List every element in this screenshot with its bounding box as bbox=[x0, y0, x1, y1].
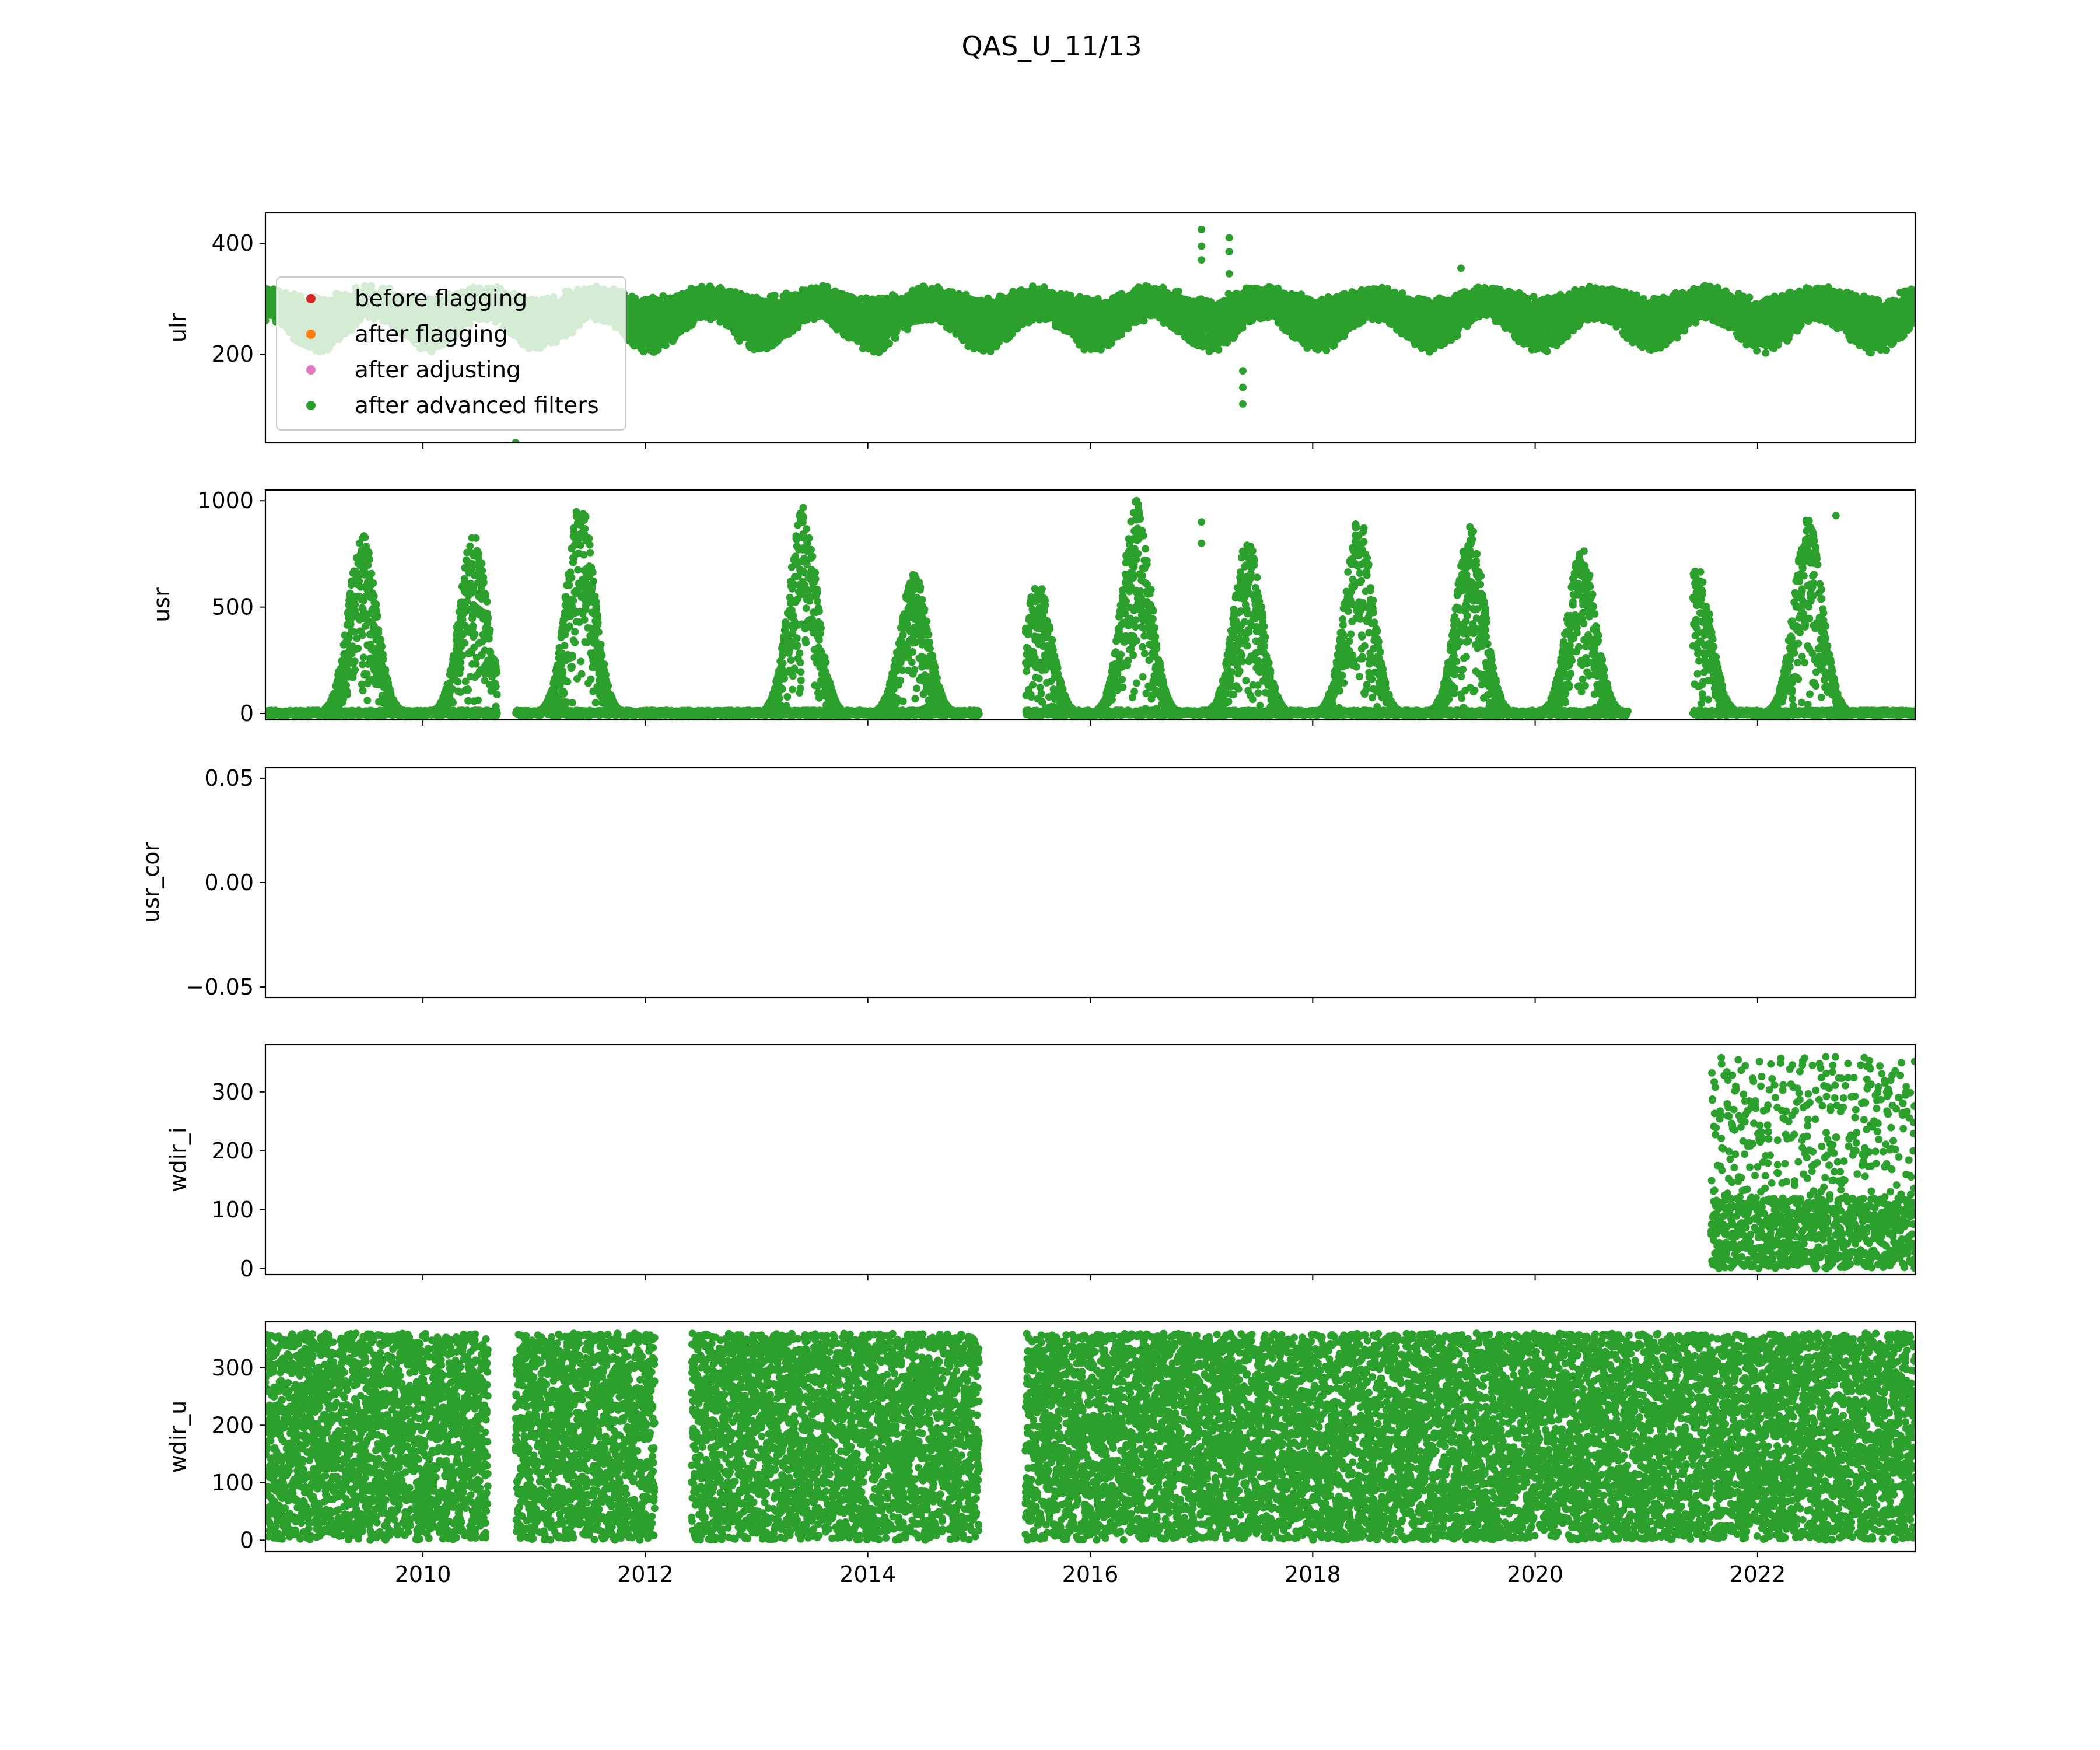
chart-title: QAS_U_11/13 bbox=[961, 30, 1142, 62]
data-point bbox=[265, 317, 270, 325]
